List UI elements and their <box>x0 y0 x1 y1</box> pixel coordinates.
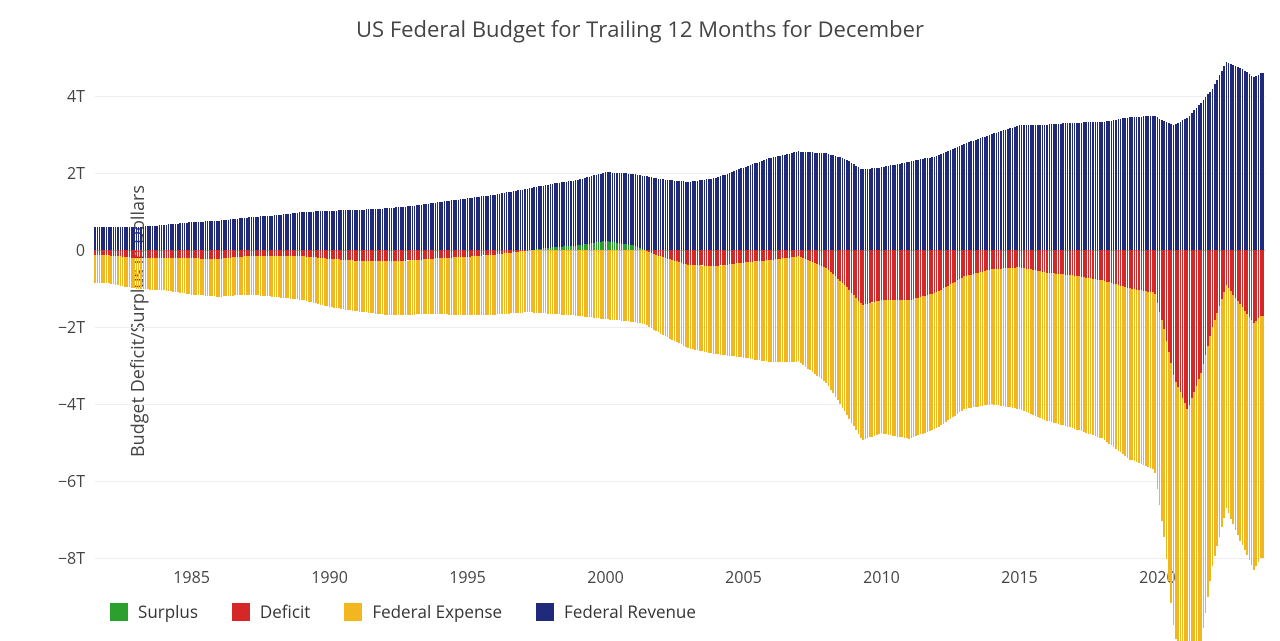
legend-label: Surplus <box>138 600 198 623</box>
x-tick-label: 1985 <box>173 558 210 588</box>
legend-item-revenue[interactable]: Federal Revenue <box>536 600 696 623</box>
x-tick-label: 2000 <box>587 558 624 588</box>
y-tick-label: 4T <box>67 85 95 107</box>
y-tick-label: −8T <box>58 547 95 569</box>
revenue-bar <box>1262 73 1264 250</box>
y-tick-label: 0 <box>76 239 95 261</box>
expense-bar <box>1262 316 1264 558</box>
deficit-bar <box>1262 250 1264 315</box>
legend: Surplus Deficit Federal Expense Federal Rev… <box>110 600 696 623</box>
x-tick-label: 1990 <box>311 558 348 588</box>
plot-area[interactable]: −8T−6T−4T−2T02T4T19851990199520002005201… <box>95 58 1265 558</box>
legend-item-deficit[interactable]: Deficit <box>232 600 310 623</box>
gridline <box>95 558 1265 559</box>
surplus-swatch-icon <box>110 603 128 621</box>
chart-root: US Federal Budget for Trailing 12 Months… <box>0 0 1280 641</box>
y-tick-label: 2T <box>67 162 95 184</box>
x-tick-label: 2010 <box>863 558 900 588</box>
legend-item-surplus[interactable]: Surplus <box>110 600 198 623</box>
chart-title: US Federal Budget for Trailing 12 Months… <box>0 14 1280 44</box>
y-tick-label: −6T <box>58 470 95 492</box>
legend-label: Federal Expense <box>372 600 502 623</box>
legend-label: Deficit <box>260 600 310 623</box>
expense-swatch-icon <box>344 603 362 621</box>
bar-column <box>1262 58 1264 558</box>
x-tick-label: 2015 <box>1001 558 1038 588</box>
legend-item-expense[interactable]: Federal Expense <box>344 600 502 623</box>
legend-label: Federal Revenue <box>564 600 696 623</box>
deficit-swatch-icon <box>232 603 250 621</box>
y-tick-label: −2T <box>58 316 95 338</box>
x-tick-label: 1995 <box>449 558 486 588</box>
bars-layer <box>95 58 1265 558</box>
revenue-swatch-icon <box>536 603 554 621</box>
y-tick-label: −4T <box>58 393 95 415</box>
x-tick-label: 2005 <box>725 558 762 588</box>
